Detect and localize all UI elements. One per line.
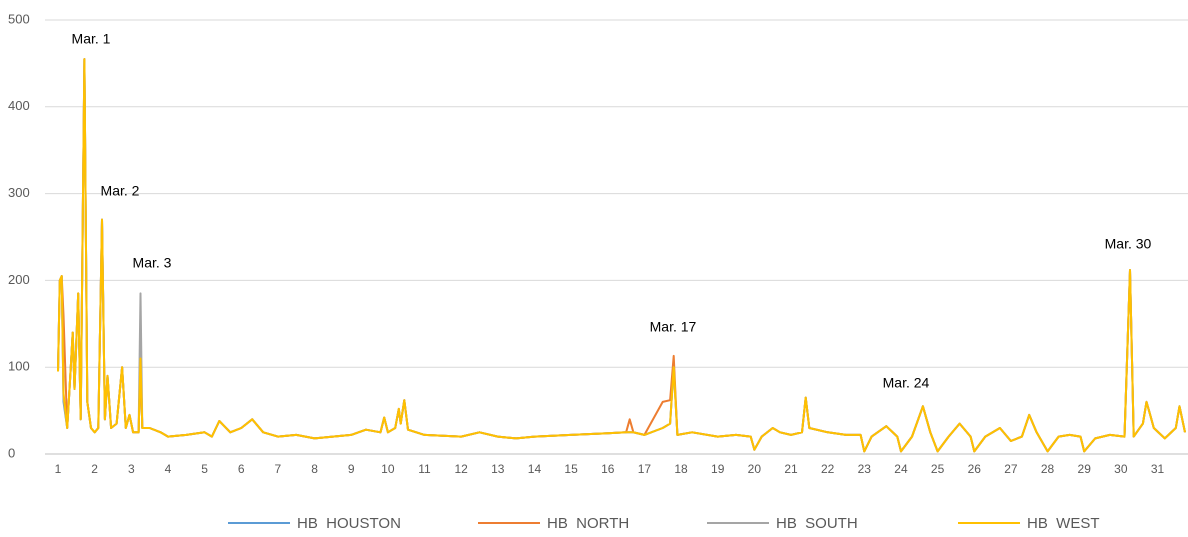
- x-tick-label: 22: [821, 462, 835, 476]
- series-line: [57, 58, 1186, 453]
- y-tick-label: 300: [8, 185, 30, 200]
- x-tick-label: 31: [1151, 462, 1165, 476]
- y-tick-label: 200: [8, 272, 30, 287]
- x-tick-label: 6: [238, 462, 245, 476]
- x-tick-label: 2: [91, 462, 98, 476]
- x-tick-label: 12: [454, 462, 468, 476]
- x-tick-label: 4: [165, 462, 172, 476]
- y-tick-label: 0: [8, 445, 15, 460]
- legend-label: HB NORTH: [547, 515, 629, 532]
- x-tick-label: 5: [201, 462, 208, 476]
- x-tick-label: 25: [931, 462, 945, 476]
- x-tick-label: 21: [784, 462, 798, 476]
- x-tick-label: 20: [748, 462, 762, 476]
- x-tick-label: 14: [528, 462, 542, 476]
- legend-label: HB SOUTH: [776, 515, 858, 532]
- x-tick-label: 16: [601, 462, 615, 476]
- annotation: Mar. 2: [101, 183, 140, 199]
- x-tick-label: 23: [858, 462, 872, 476]
- x-tick-label: 3: [128, 462, 135, 476]
- x-tick-label: 18: [674, 462, 688, 476]
- x-tick-label: 11: [418, 462, 431, 476]
- y-tick-label: 400: [8, 98, 30, 113]
- x-tick-label: 13: [491, 462, 505, 476]
- x-tick-label: 1: [55, 462, 62, 476]
- annotation: Mar. 1: [72, 31, 111, 47]
- x-tick-label: 29: [1078, 462, 1092, 476]
- x-tick-label: 19: [711, 462, 725, 476]
- x-tick-label: 28: [1041, 462, 1055, 476]
- series-line: [57, 58, 1186, 453]
- x-tick-label: 9: [348, 462, 355, 476]
- series-line: [57, 58, 1186, 453]
- annotation: Mar. 17: [650, 319, 697, 335]
- annotation: Mar. 24: [883, 375, 930, 391]
- legend-label: HB HOUSTON: [297, 515, 401, 532]
- x-tick-label: 10: [381, 462, 395, 476]
- x-tick-label: 15: [564, 462, 578, 476]
- x-tick-label: 17: [638, 462, 652, 476]
- x-tick-label: 7: [275, 462, 282, 476]
- x-tick-label: 30: [1114, 462, 1128, 476]
- y-tick-label: 500: [8, 11, 30, 26]
- x-tick-label: 8: [311, 462, 318, 476]
- y-tick-label: 100: [8, 359, 30, 374]
- legend-label: HB WEST: [1027, 515, 1100, 532]
- x-tick-label: 24: [894, 462, 908, 476]
- annotation: Mar. 3: [133, 255, 172, 271]
- annotation: Mar. 30: [1105, 236, 1152, 252]
- x-tick-label: 26: [968, 462, 982, 476]
- series-line: [57, 58, 1186, 453]
- x-tick-label: 27: [1004, 462, 1018, 476]
